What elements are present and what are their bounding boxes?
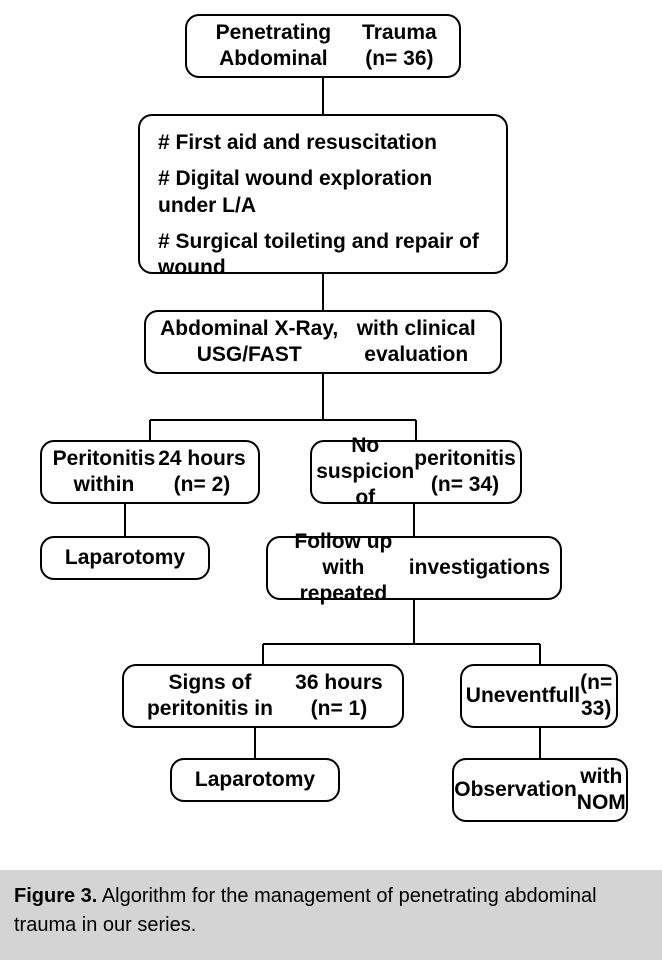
node-line: with clinical evaluation <box>342 316 490 369</box>
node-followup: Follow up with repeatedinvestigations <box>266 536 562 600</box>
node-peritonitis-36h: Signs of peritonitis in36 hours (n= 1) <box>122 664 404 728</box>
node-line: Signs of peritonitis in <box>134 670 286 723</box>
node-line: # Digital wound exploration under L/A <box>158 166 488 219</box>
node-line: 36 hours (n= 1) <box>286 670 392 723</box>
node-line: Abdominal X-Ray, USG/FAST <box>156 316 342 369</box>
node-line: # Surgical toileting and repair of wound <box>158 229 488 282</box>
node-laparotomy-2: Laparotomy <box>170 758 340 802</box>
node-line: Follow up with repeated <box>278 529 409 608</box>
node-line: Observation <box>454 777 577 803</box>
node-line: Uneventfull <box>466 683 580 709</box>
node-line: with NOM <box>577 764 626 817</box>
node-first-aid-steps: # First aid and resuscitation # Digital w… <box>138 114 508 274</box>
node-peritonitis-24h: Peritonitis within24 hours (n= 2) <box>40 440 260 504</box>
figure-caption: Figure 3. Algorithm for the management o… <box>0 870 662 960</box>
node-line: Laparotomy <box>195 767 315 793</box>
node-line: # First aid and resuscitation <box>158 130 488 156</box>
node-line: No suspicion of <box>316 433 414 512</box>
caption-text: Algorithm for the management of penetrat… <box>14 885 597 936</box>
flowchart-canvas: Penetrating AbdominalTrauma (n= 36) # Fi… <box>0 0 662 960</box>
node-no-suspicion: No suspicion ofperitonitis (n= 34) <box>310 440 522 504</box>
node-imaging-evaluation: Abdominal X-Ray, USG/FASTwith clinical e… <box>144 310 502 374</box>
node-line: peritonitis (n= 34) <box>414 446 516 499</box>
node-laparotomy-1: Laparotomy <box>40 536 210 580</box>
node-line: Trauma (n= 36) <box>350 20 449 73</box>
node-line: Peritonitis within <box>52 446 156 499</box>
node-penetrating-trauma: Penetrating AbdominalTrauma (n= 36) <box>185 14 461 78</box>
node-line: Laparotomy <box>65 545 185 571</box>
node-uneventful: Uneventfull(n= 33) <box>460 664 618 728</box>
node-line: investigations <box>409 555 550 581</box>
node-line: Penetrating Abdominal <box>197 20 350 73</box>
caption-label: Figure 3. <box>14 885 97 907</box>
node-observation-nom: Observationwith NOM <box>452 758 628 822</box>
node-line: (n= 33) <box>580 670 612 723</box>
node-line: 24 hours (n= 2) <box>156 446 248 499</box>
